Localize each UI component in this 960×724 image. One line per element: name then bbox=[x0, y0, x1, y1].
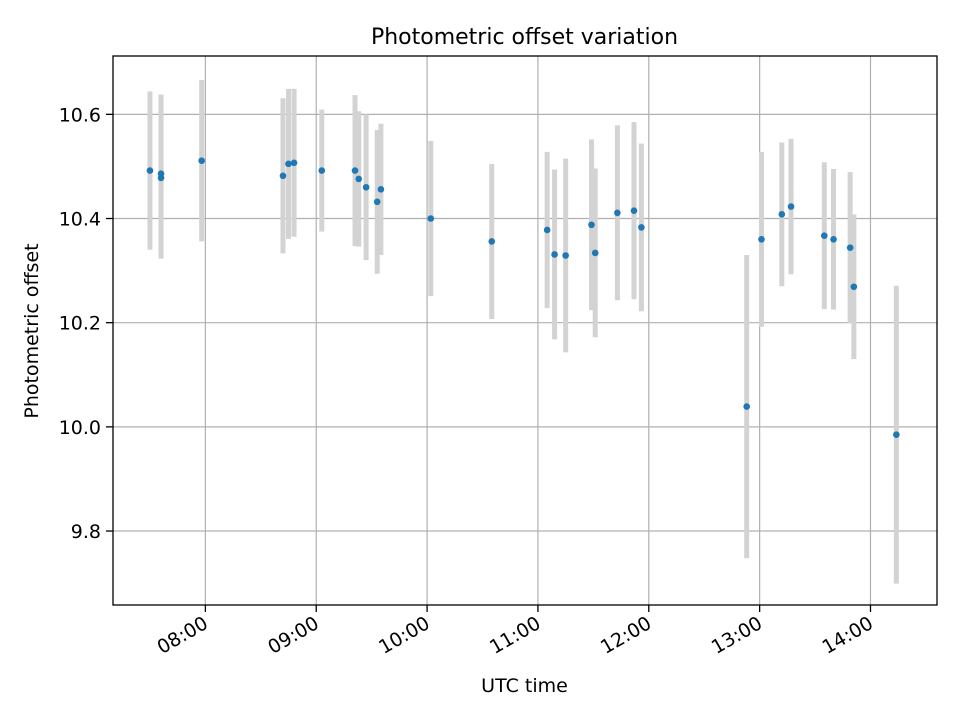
data-point bbox=[318, 167, 326, 174]
data-point bbox=[614, 209, 621, 217]
y-tick-label: 10.6 bbox=[59, 104, 101, 126]
data-point bbox=[630, 207, 638, 214]
data-point bbox=[427, 215, 435, 222]
data-point bbox=[355, 175, 363, 183]
data-point bbox=[551, 251, 558, 258]
data-point bbox=[850, 283, 858, 291]
data-point bbox=[146, 167, 154, 174]
data-point bbox=[588, 221, 595, 229]
data-point bbox=[758, 236, 765, 243]
data-point bbox=[198, 157, 205, 164]
data-point bbox=[279, 172, 287, 180]
y-tick-label: 10.2 bbox=[59, 313, 101, 335]
data-point bbox=[591, 249, 599, 257]
data-point bbox=[377, 186, 385, 193]
data-point bbox=[290, 159, 298, 167]
data-point bbox=[543, 226, 551, 234]
data-point bbox=[562, 252, 569, 259]
data-point bbox=[830, 236, 837, 243]
data-point bbox=[285, 160, 292, 168]
data-point bbox=[893, 431, 900, 438]
data-point bbox=[362, 183, 370, 191]
plot-area: 08:00 09:00 10:00 11:00 12:00 13:00 14:009.810… bbox=[59, 55, 938, 659]
data-point bbox=[743, 403, 751, 410]
y-tick-label: 9.8 bbox=[71, 521, 101, 543]
data-point bbox=[157, 170, 165, 178]
data-point bbox=[821, 232, 828, 240]
data-point bbox=[488, 238, 496, 245]
y-tick-label: 10.0 bbox=[59, 417, 101, 439]
data-point bbox=[846, 244, 854, 251]
y-tick-label: 10.4 bbox=[59, 209, 101, 231]
data-point bbox=[778, 211, 786, 218]
axes-frame bbox=[112, 55, 938, 606]
chart-title: Photometric offset variation bbox=[371, 25, 678, 50]
x-axis-label: UTC time bbox=[481, 675, 568, 697]
y-axis-label: Photometric offset bbox=[21, 243, 43, 418]
data-point bbox=[638, 224, 645, 231]
data-point bbox=[787, 203, 795, 210]
data-point bbox=[373, 198, 381, 206]
data-point bbox=[351, 167, 359, 174]
